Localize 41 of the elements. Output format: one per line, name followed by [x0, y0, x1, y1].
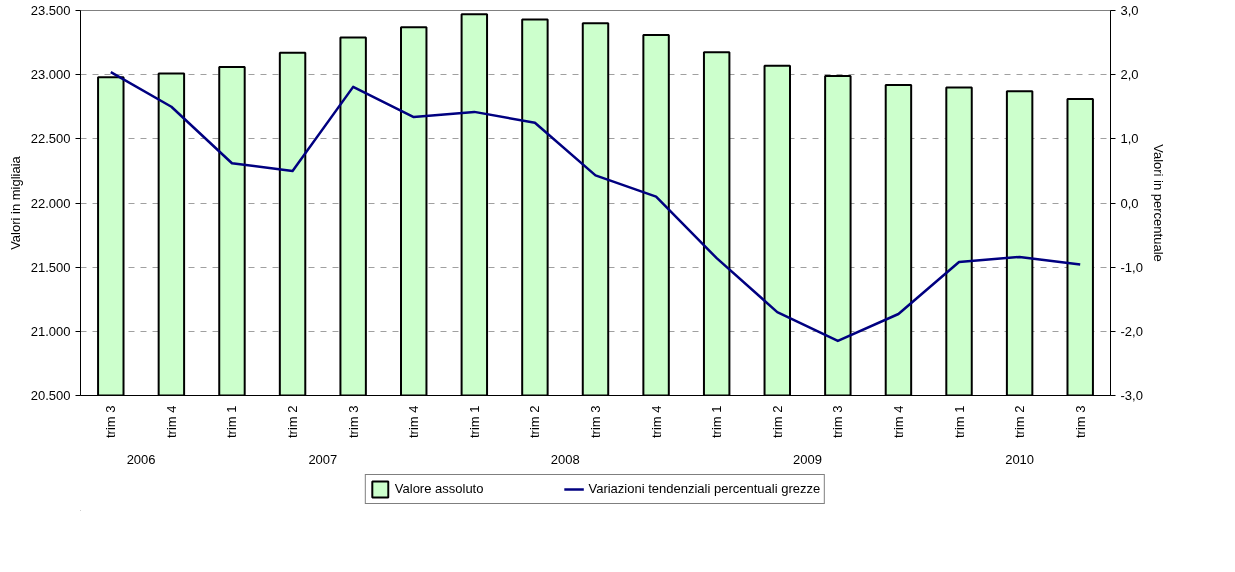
x-tick-label: trim 4: [890, 405, 906, 438]
y2-tick-label: -1,0: [1120, 259, 1143, 275]
x-tick-label: trim 2: [769, 405, 785, 438]
y-tick-label: 23.000: [30, 67, 71, 83]
x-tick-label: trim 4: [406, 405, 422, 438]
y2-tick-label: 1,0: [1120, 131, 1139, 147]
text: 2010: [1005, 451, 1035, 467]
text: 2008: [550, 451, 580, 467]
y-tick-label: 21.000: [30, 323, 71, 339]
y2-tick-label: 0,0: [1120, 195, 1139, 211]
x-tick-label: trim 3: [1072, 405, 1088, 438]
x-tick-label: trim 3: [345, 405, 361, 438]
line-series: [109, 70, 1082, 343]
x-tick-label: trim 4: [648, 405, 664, 438]
y-tick-label: 21.500: [30, 259, 71, 275]
text: 2006: [126, 451, 156, 467]
x-tick-label: trim 2: [527, 405, 543, 438]
x-tick-label: trim 1: [466, 405, 482, 438]
text: 2009: [793, 451, 823, 467]
legend-label: Valore assoluto: [394, 481, 484, 496]
legend-label: Variazioni tendenziali percentuali grezze: [588, 481, 821, 496]
x-tick-label: trim 2: [1012, 405, 1028, 438]
y2-axis-title: Valori in percentuale: [1150, 144, 1166, 262]
y-tick-label: 23.500: [30, 3, 71, 18]
y2-tick-label: 3,0: [1120, 3, 1139, 18]
x-tick-label: trim 1: [951, 405, 967, 438]
y2-tick-label: 2,0: [1120, 67, 1139, 83]
y-tick-label: 22.500: [30, 131, 71, 147]
y2-tick-label: -3,0: [1120, 388, 1143, 403]
y-tick-label: 20.500: [30, 388, 71, 403]
x-tick-label: trim 3: [830, 405, 846, 438]
text: 2007: [308, 451, 338, 467]
x-tick-label: trim 4: [163, 405, 179, 438]
x-tick-label: trim 2: [285, 405, 301, 438]
y2-tick-label: -2,0: [1120, 323, 1143, 339]
x-tick-label: trim 1: [709, 405, 725, 438]
x-tick-label: trim 1: [224, 405, 240, 438]
x-tick-label: trim 3: [588, 405, 603, 438]
x-tick-label: trim 3: [103, 405, 119, 438]
y-tick-label: 22.000: [30, 195, 71, 211]
y-axis-title: Valori in migliaia: [7, 155, 23, 250]
